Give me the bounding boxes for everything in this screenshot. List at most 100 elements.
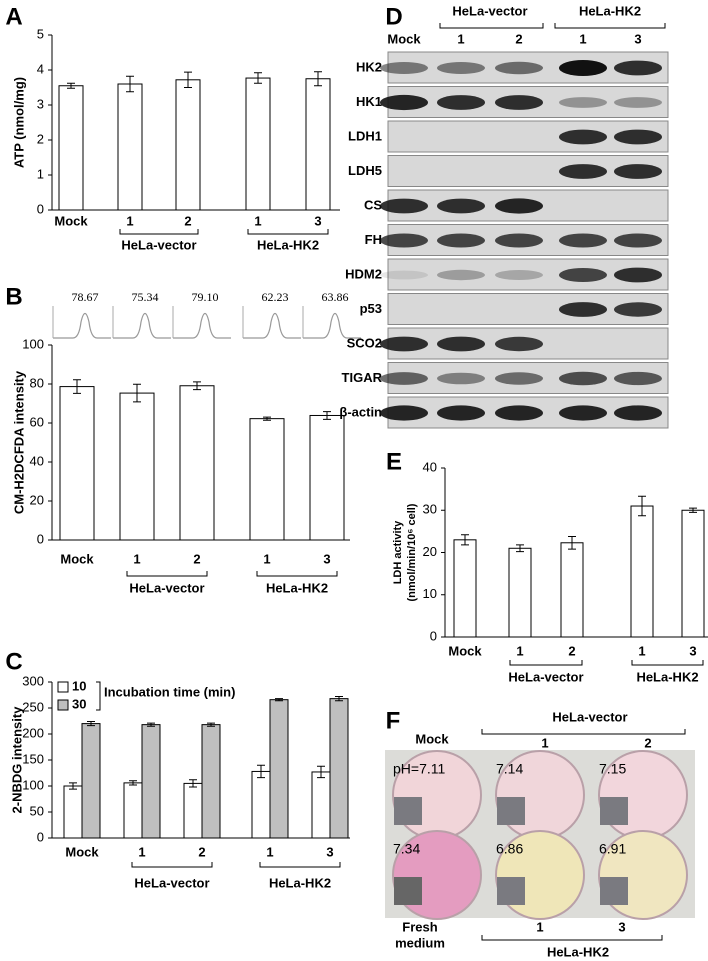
x-tick-label: 3 [314, 213, 321, 228]
protein-label: FH [365, 232, 382, 247]
bar [508, 547, 532, 638]
error-bar [184, 71, 192, 88]
blot-band [495, 61, 543, 75]
x-tick-label: 3 [326, 844, 333, 859]
value-label: 62.23 [262, 290, 289, 304]
protein-label: CS [364, 197, 382, 212]
error-bar [516, 544, 524, 553]
group-label: HeLa-vector [129, 580, 204, 595]
cell-inset [497, 797, 525, 825]
bar [681, 509, 705, 638]
legend-swatch [57, 699, 69, 711]
y-axis-label: 2-NBDG intensity [9, 706, 24, 814]
bar [201, 724, 221, 839]
bar [305, 78, 331, 211]
x-tick-label: 2 [568, 643, 575, 658]
x-tick-label: 1 [516, 643, 523, 658]
bar [251, 770, 271, 839]
photo-label: 1 [541, 735, 548, 750]
ph-label: 6.91 [599, 841, 626, 857]
error-bar [133, 383, 141, 403]
group-label: HeLa-HK2 [257, 237, 319, 252]
error-bar [193, 381, 201, 391]
blot-band [437, 198, 485, 214]
y-tick-label: 40 [30, 453, 44, 468]
blot-band [614, 129, 662, 145]
y-tick-label: 20 [30, 492, 44, 507]
blot-band [437, 405, 485, 421]
value-label: 63.86 [322, 290, 349, 304]
blot-band [495, 405, 543, 421]
blot-band [437, 62, 485, 74]
ph-label: 6.86 [496, 841, 523, 857]
photo-label: Mock [415, 731, 449, 746]
group-bracket [119, 229, 199, 235]
error-bar [461, 534, 469, 546]
legend-label: 10 [72, 678, 86, 693]
legend-swatch [57, 681, 69, 693]
protein-label: p53 [360, 301, 382, 316]
error-bar [147, 722, 155, 727]
cell-inset [394, 877, 422, 905]
blot-band [559, 129, 607, 145]
histogram-inset [173, 312, 231, 339]
blot-band [614, 97, 662, 108]
group-bracket [131, 862, 213, 868]
protein-label: SCO2 [347, 335, 382, 350]
y-axis-label: ATP (nmol/mg) [11, 77, 26, 168]
histogram-inset [113, 312, 171, 339]
x-tick-label: 1 [138, 844, 145, 859]
error-bar [126, 75, 134, 93]
lane-label: Mock [387, 31, 421, 46]
panel-letter: F [386, 707, 401, 734]
error-bar [69, 782, 77, 790]
x-tick-label: 1 [266, 844, 273, 859]
error-bar [638, 495, 646, 517]
blot-band [380, 233, 428, 248]
bar [183, 782, 203, 839]
error-bar [73, 379, 81, 394]
protein-label: LDH5 [348, 163, 382, 178]
group-bracket [554, 23, 666, 29]
photo-label: 1 [536, 919, 543, 934]
group-bracket [247, 229, 329, 235]
value-label: 75.34 [132, 290, 159, 304]
y-tick-label: 50 [30, 803, 44, 818]
error-bar [568, 535, 576, 550]
group-bracket [259, 862, 341, 868]
value-label: 79.10 [192, 290, 219, 304]
blot-band [559, 371, 607, 386]
value-label: 78.67 [72, 290, 99, 304]
y-tick-label: 200 [22, 725, 44, 740]
panel-letter: D [385, 3, 402, 30]
blot-band [559, 268, 607, 282]
x-tick-label: 2 [193, 551, 200, 566]
blot-band [495, 95, 543, 110]
protein-label: LDH1 [348, 128, 382, 143]
blot-band [380, 405, 428, 421]
y-tick-label: 30 [423, 502, 437, 517]
bar [59, 386, 95, 541]
error-bar [257, 764, 265, 779]
group-bracket [481, 935, 663, 941]
protein-label: TIGAR [342, 370, 383, 385]
error-bar [335, 696, 343, 702]
group-bracket [439, 23, 544, 29]
y-tick-label: 0 [430, 628, 437, 643]
blot-band [380, 94, 428, 111]
x-tick-label: 2 [184, 213, 191, 228]
blot-band [380, 270, 428, 280]
ph-label: 7.34 [393, 841, 420, 857]
bar [58, 85, 84, 211]
blot-band [495, 233, 543, 248]
blot-band [495, 270, 543, 280]
y-tick-label: 40 [423, 459, 437, 474]
y-tick-label: 60 [30, 414, 44, 429]
blot-band [614, 164, 662, 179]
blot-band [380, 62, 428, 74]
legend-title: Incubation time (min) [104, 684, 235, 699]
lane-label: 3 [634, 31, 641, 46]
blot-band [495, 336, 543, 352]
blot-band [559, 302, 607, 317]
histogram-inset [243, 312, 301, 339]
